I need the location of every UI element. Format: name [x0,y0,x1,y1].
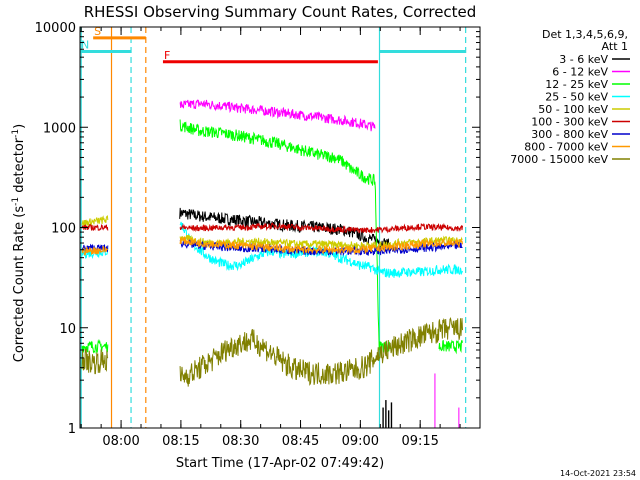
series-line-50-100-kev [81,215,463,251]
chart-title: RHESSI Observing Summary Count Rates, Co… [84,3,477,21]
legend-label-25-50-kev: 25 - 50 keV [545,91,608,104]
y-tick-label: 10 [59,322,76,337]
x-axis-label: Start Time (17-Apr-02 07:49:42) [176,456,384,471]
legend-label-12-25-kev: 12 - 25 keV [545,78,608,91]
legend-title-line: Att 1 [602,40,628,53]
y-tick-label: 1000 [43,121,76,136]
y-axis-label: Corrected Count Rate (s-1 detector-1) [11,124,27,362]
x-tick-label: 08:45 [282,434,319,449]
series-line-100-300-kev [81,222,463,234]
y-tick-label: 100 [51,222,76,237]
state-label-s: S [94,25,101,38]
legend-label-100-300-kev: 100 - 300 keV [531,116,608,129]
chart-series-layer [81,99,463,428]
x-tick-label: 08:15 [162,434,199,449]
x-tick-label: 09:15 [401,434,438,449]
y-axis-label-main: Corrected Count Rate (s [12,206,27,363]
y-tick-label: 1 [68,422,76,437]
x-tick-label: 08:30 [222,434,259,449]
x-tick-label: 08:00 [102,434,139,449]
legend-label-300-800-kev: 300 - 800 keV [531,128,608,141]
y-axis-label-sup1: -1 [11,197,21,206]
legend-label-7000-15000-kev: 7000 - 15000 keV [510,153,608,166]
y-tick-label: 10000 [35,21,76,36]
series-line-800-7000-kev [81,236,463,257]
x-tick-label: 09:00 [342,434,379,449]
state-label-f: F [164,49,170,62]
state-label-n: N [81,38,89,51]
y-axis-label-sup2: -1 [11,129,21,138]
timestamp: 14-Oct-2021 23:54 [560,469,636,478]
axes-layer: 08:00 08:15 08:30 08:45 09:00 09:15 1 10 100 1000… [35,21,480,449]
legend-label-800-7000-kev: 800 - 7000 keV [524,141,608,154]
legend-label-3-6-kev: 3 - 6 keV [559,53,608,66]
legend-label-50-100-kev: 50 - 100 keV [538,103,608,116]
legend-title-line: Det 1,3,4,5,6,9, [542,28,628,41]
legend-label-6-12-kev: 6 - 12 keV [552,66,608,79]
series-line-7000-15000-kev [81,317,463,387]
y-axis-label-mid: detector [12,137,27,197]
chart-annotations: SN F [80,25,466,64]
y-axis-label-end: ) [12,124,27,129]
series-line-6-12-kev [179,99,376,132]
